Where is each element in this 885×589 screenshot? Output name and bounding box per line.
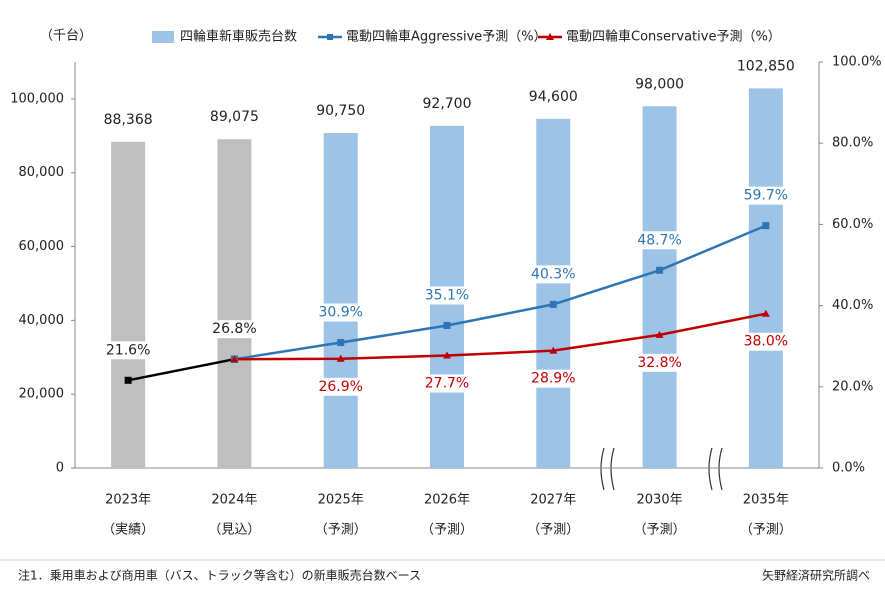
x-tick-label: 2024年 bbox=[211, 493, 257, 508]
marker bbox=[656, 266, 664, 274]
bar-value-label: 98,000 bbox=[635, 76, 684, 92]
label-background bbox=[210, 320, 259, 339]
x-tick-label: 2026年 bbox=[424, 493, 470, 508]
x-tick-label: 2035年 bbox=[743, 493, 789, 508]
bar-value-label: 90,750 bbox=[316, 103, 365, 119]
label-background bbox=[529, 369, 578, 388]
label-background bbox=[635, 353, 684, 372]
line-value-label: 59.7% bbox=[744, 188, 788, 204]
y-tick-label: 80,000 bbox=[19, 165, 65, 180]
line-value-label: 26.8% bbox=[212, 321, 256, 337]
bar bbox=[111, 141, 146, 469]
x-tick-label: 2030年 bbox=[637, 493, 683, 508]
y-tick-label: 20,000 bbox=[19, 387, 65, 402]
bar bbox=[642, 106, 677, 469]
marker bbox=[761, 309, 770, 317]
marker bbox=[655, 330, 664, 338]
label-background bbox=[423, 374, 471, 393]
x-tick-label: （実績） bbox=[102, 522, 154, 538]
bar bbox=[323, 133, 358, 469]
x-tick-label: （予測） bbox=[315, 523, 367, 538]
label-background bbox=[635, 231, 684, 250]
y-tick-label: 0 bbox=[56, 461, 64, 476]
y-tick-label: 60,000 bbox=[19, 239, 65, 254]
x-tick-label: （予測） bbox=[421, 523, 473, 538]
bar bbox=[217, 139, 252, 468]
marker bbox=[443, 351, 451, 359]
line-value-label: 32.8% bbox=[637, 355, 681, 371]
bar-value-label: 89,075 bbox=[210, 109, 259, 125]
y2-tick-label: 60.0% bbox=[832, 217, 873, 232]
x-tick-label: 2023年 bbox=[105, 493, 151, 508]
marker bbox=[337, 339, 345, 347]
line bbox=[234, 224, 767, 361]
marker bbox=[549, 300, 557, 308]
legend-marker bbox=[546, 33, 554, 40]
bar-value-label: 94,600 bbox=[529, 89, 578, 105]
legend-label: 電動四輪車Conservative予測（%） bbox=[566, 29, 781, 45]
label-background bbox=[423, 286, 471, 305]
legend-marker bbox=[327, 34, 333, 40]
line bbox=[127, 357, 235, 382]
y-tick-label: 40,000 bbox=[19, 313, 65, 328]
x-tick-label: （見込） bbox=[208, 523, 260, 538]
y2-tick-label: 20.0% bbox=[832, 379, 873, 394]
legend-swatch bbox=[152, 31, 174, 43]
bar bbox=[536, 118, 571, 468]
line-value-label: 40.3% bbox=[531, 266, 575, 282]
line-value-label: 30.9% bbox=[318, 305, 362, 321]
x-tick-label: 2025年 bbox=[318, 493, 364, 508]
label-background bbox=[741, 186, 790, 205]
y-tick-label: 100,000 bbox=[10, 91, 64, 106]
label-background bbox=[104, 341, 153, 360]
label-background bbox=[316, 377, 365, 396]
line-value-label: 48.7% bbox=[637, 232, 681, 248]
label-background bbox=[529, 265, 578, 284]
source: 矢野経済研究所調べ bbox=[762, 568, 870, 583]
marker bbox=[336, 354, 345, 362]
marker bbox=[124, 376, 132, 384]
bar-value-label: 92,700 bbox=[423, 96, 472, 112]
marker bbox=[762, 222, 770, 230]
x-tick-label: （予測） bbox=[740, 523, 792, 538]
line bbox=[234, 312, 767, 361]
marker bbox=[443, 321, 451, 329]
bar-value-label: 102,850 bbox=[737, 58, 795, 74]
x-tick-label: （予測） bbox=[527, 523, 579, 538]
legend-label: 四輪車新車販売台数 bbox=[180, 29, 297, 45]
line-value-label: 28.9% bbox=[531, 371, 575, 387]
legend-label: 電動四輪車Aggressive予測（%） bbox=[346, 29, 547, 45]
marker bbox=[230, 355, 239, 363]
y2-tick-label: 80.0% bbox=[832, 136, 873, 151]
x-tick-label: 2027年 bbox=[530, 493, 576, 508]
marker bbox=[549, 346, 558, 354]
unit-label: （千台） bbox=[40, 29, 92, 44]
label-background bbox=[741, 332, 790, 351]
note: 注1．乗用車および商用車（バス、トラック等含む）の新車販売台数ベース bbox=[18, 568, 421, 583]
x-tick-label: （予測） bbox=[634, 523, 686, 538]
line-value-label: 27.7% bbox=[425, 376, 469, 392]
label-background bbox=[316, 303, 365, 322]
bar bbox=[748, 88, 783, 468]
y2-tick-label: 100.0% bbox=[832, 55, 882, 70]
line-value-label: 21.6% bbox=[106, 342, 150, 358]
line-value-label: 38.0% bbox=[744, 334, 788, 350]
line-value-label: 26.9% bbox=[318, 379, 362, 395]
y2-tick-label: 0.0% bbox=[832, 461, 865, 476]
bar-value-label: 88,368 bbox=[104, 112, 153, 128]
line-value-label: 35.1% bbox=[425, 287, 469, 303]
y2-tick-label: 40.0% bbox=[832, 298, 873, 313]
